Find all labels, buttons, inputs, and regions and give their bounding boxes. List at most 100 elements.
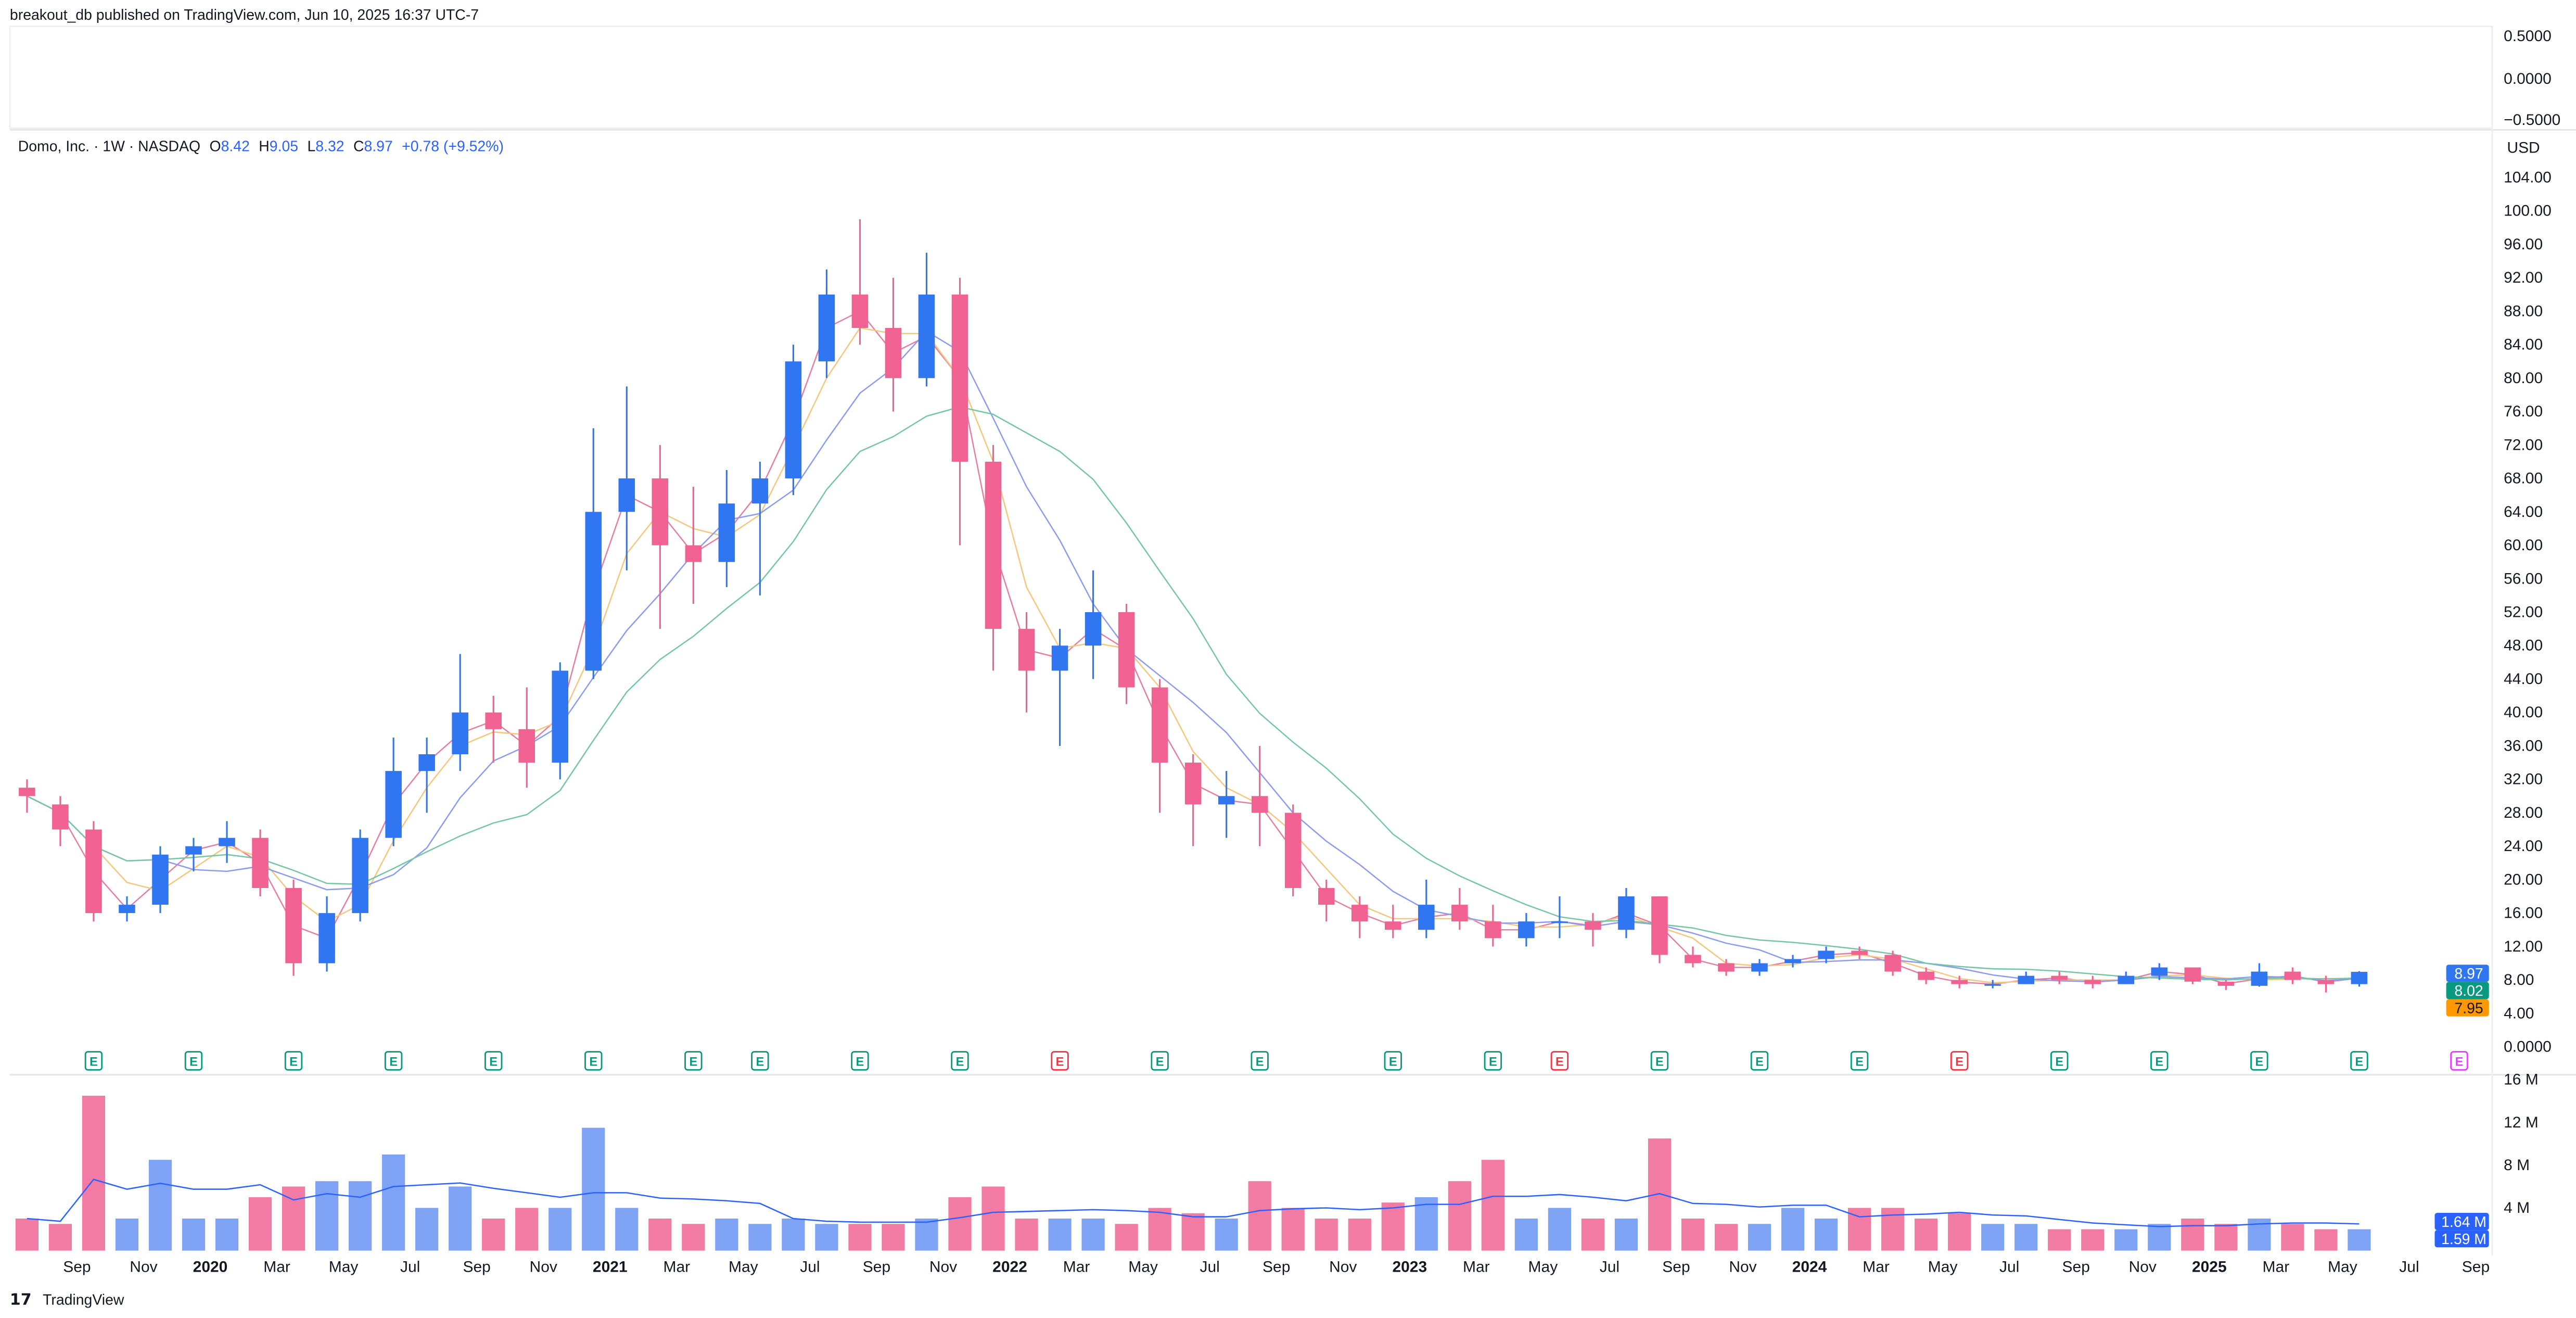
- volume-bar: [1414, 1197, 1438, 1251]
- earnings-marker: [1251, 1051, 1269, 1071]
- top-indicator-pane: [9, 26, 2493, 129]
- candle-body: [885, 328, 902, 378]
- volume-bar: [1948, 1213, 1971, 1251]
- volume-bar: [1181, 1213, 1205, 1251]
- volume-bar: [415, 1208, 439, 1251]
- price-badges: 8.978.027.95 1.64 M1.59 M: [2434, 965, 2489, 1248]
- price-badge-label: 7.95: [2454, 1000, 2483, 1017]
- volume-bar: [2348, 1229, 2371, 1251]
- price-tick-label: 84.00: [2504, 336, 2543, 353]
- earnings-marker: [2150, 1051, 2169, 1071]
- time-tick-label: 2022: [992, 1259, 1027, 1276]
- volume-bar: [515, 1208, 539, 1251]
- volume-badge: [2434, 1230, 2489, 1248]
- volume-bar: [248, 1197, 272, 1251]
- price-badge-label: 8.97: [2454, 966, 2483, 982]
- candle-body: [951, 294, 968, 462]
- ma-fast-line: [27, 310, 2360, 985]
- legend-open-label: O: [209, 138, 221, 155]
- volume-bar: [2214, 1224, 2238, 1251]
- candle-body: [2317, 980, 2335, 984]
- price-tick-label: 52.00: [2504, 603, 2543, 620]
- price-tick-label: 64.00: [2504, 503, 2543, 521]
- candle-body: [2151, 967, 2168, 976]
- earnings-marker-label: E: [2355, 1055, 2364, 1069]
- candle-body: [918, 294, 935, 378]
- earnings-marker-label: E: [689, 1055, 697, 1069]
- price-tick-label: 44.00: [2504, 670, 2543, 688]
- earnings-marker: [851, 1051, 869, 1071]
- volume-bar: [48, 1224, 72, 1251]
- earnings-marker: [1384, 1051, 1402, 1071]
- candle-body: [1884, 955, 1901, 972]
- candle-body: [1685, 955, 1701, 964]
- candle-body: [2018, 975, 2034, 984]
- candle-body: [2118, 975, 2135, 984]
- volume-bar: [1681, 1218, 1705, 1251]
- earnings-marker: [1850, 1051, 1869, 1071]
- time-tick-label: Mar: [263, 1259, 290, 1276]
- volume-bar: [182, 1218, 206, 1251]
- price-tick-label: 88.00: [2504, 302, 2543, 320]
- price-badge: [2446, 982, 2489, 999]
- volume-badge-label: 1.59 M: [2441, 1231, 2486, 1248]
- candle-body: [1585, 921, 1601, 930]
- tradingview-logo[interactable]: 𝟭𝟳 TradingView: [10, 1291, 124, 1309]
- volume-bar: [2181, 1218, 2204, 1251]
- candle-body: [818, 294, 835, 362]
- volume-badge-label: 1.64 M: [2441, 1214, 2486, 1231]
- earnings-marker: [2450, 1051, 2468, 1071]
- price-axis[interactable]: 104.00 100.00 96.00 92.00 88.00 84.00 80.00 76.…: [2504, 169, 2552, 1055]
- time-tick-label: Mar: [1063, 1259, 1090, 1276]
- time-axis[interactable]: Sep Nov 2020 Mar May Jul Sep Nov 2021 Mar May Jul Se…: [63, 1259, 2490, 1276]
- tradingview-logo-icon: 𝟭𝟳: [10, 1291, 32, 1309]
- candle-body: [1551, 921, 1568, 923]
- volume-bar: [2081, 1229, 2105, 1251]
- price-tick-label: 36.00: [2504, 737, 2543, 754]
- volume-axis[interactable]: 16 M 12 M 8 M 4 M: [2504, 1071, 2539, 1216]
- candle-body: [1251, 796, 1268, 813]
- volume-bar: [1548, 1208, 1571, 1251]
- currency-label[interactable]: USD: [2507, 140, 2540, 157]
- time-tick-label: May: [2328, 1259, 2357, 1276]
- volume-bar: [882, 1224, 905, 1251]
- volume-bar: [848, 1224, 872, 1251]
- volume-ma-line: [27, 1178, 2360, 1227]
- time-tick-label: Nov: [2129, 1259, 2157, 1276]
- time-tick-label: Sep: [1662, 1259, 1690, 1276]
- candle-body: [718, 503, 735, 562]
- time-tick-label: 2023: [1392, 1259, 1427, 1276]
- earnings-marker: [951, 1051, 969, 1071]
- earnings-marker: [384, 1051, 403, 1071]
- earnings-marker-label: E: [1056, 1055, 1064, 1069]
- volume-bar: [1148, 1208, 1171, 1251]
- price-tick-label: 48.00: [2504, 637, 2543, 654]
- earnings-marker-label: E: [2055, 1055, 2063, 1069]
- volume-bar: [2048, 1229, 2071, 1251]
- time-tick-label: Mar: [1463, 1259, 1490, 1276]
- candle-body: [219, 838, 235, 846]
- price-tick-label: 92.00: [2504, 269, 2543, 286]
- earnings-marker-label: E: [1655, 1055, 1664, 1069]
- candle-body: [1485, 921, 1501, 939]
- volume-bar: [648, 1218, 672, 1251]
- candle-body: [785, 361, 802, 479]
- time-tick-label: Nov: [530, 1259, 557, 1276]
- candle-body: [1184, 763, 1202, 805]
- ma-medium-line: [27, 327, 2360, 984]
- earnings-marker: [1650, 1051, 1669, 1071]
- time-tick-label: May: [1528, 1259, 1558, 1276]
- volume-bar: [1514, 1218, 1538, 1251]
- published-header: breakout_db published on TradingView.com…: [10, 7, 479, 23]
- earnings-marker: [1750, 1051, 1769, 1071]
- earnings-marker: [2250, 1051, 2268, 1071]
- time-tick-label: 2024: [1792, 1259, 1827, 1276]
- candle-body: [1318, 888, 1335, 905]
- candle-body: [1818, 951, 1834, 959]
- time-tick-label: Sep: [1263, 1259, 1290, 1276]
- volume-badge: [2434, 1212, 2489, 1231]
- price-tick-label: 24.00: [2504, 838, 2543, 855]
- volume-bar: [2281, 1224, 2304, 1251]
